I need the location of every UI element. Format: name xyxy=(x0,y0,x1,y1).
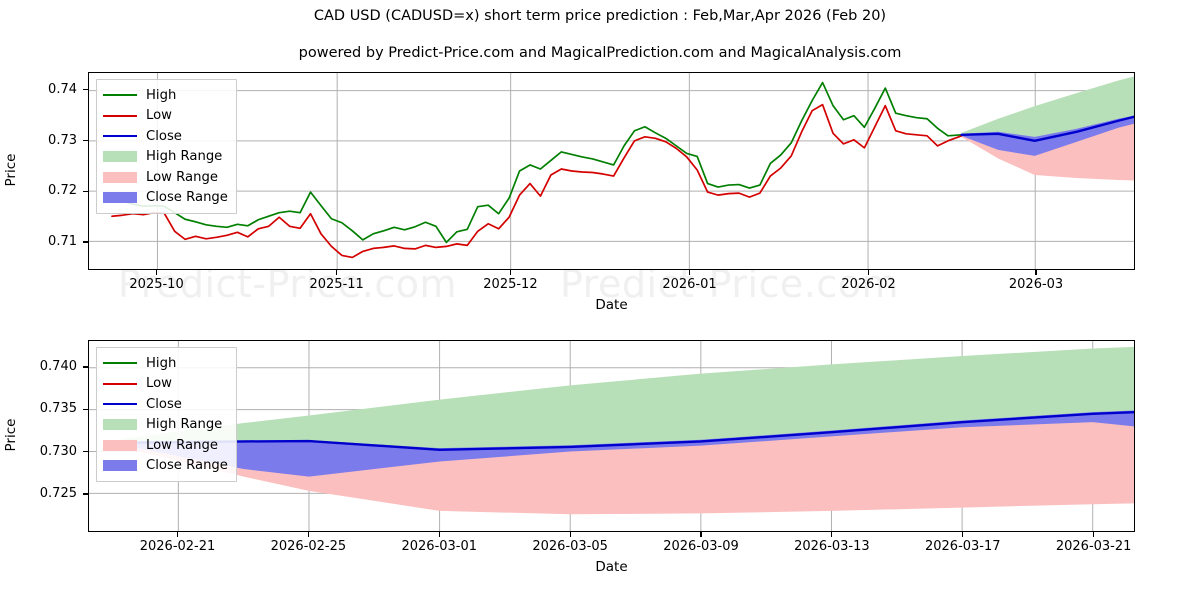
legend-item: Low xyxy=(103,374,228,395)
forecast-detail-chart-legend: High Low Close High Range Low Range Clos… xyxy=(96,347,237,482)
overview-chart-canvas xyxy=(89,73,1134,269)
legend-item: High Range xyxy=(103,147,228,168)
legend-label: Low xyxy=(146,376,172,392)
legend-label: High xyxy=(146,355,177,371)
legend-swatch-high-icon xyxy=(103,357,137,370)
y-tick-label: 0.730 xyxy=(39,443,77,459)
legend-label: High Range xyxy=(146,417,223,433)
x-tick-label: 2026-02-25 xyxy=(270,539,347,554)
x-tick-mark xyxy=(176,532,179,537)
x-tick-label: 2026-03-21 xyxy=(1055,539,1132,554)
legend-item: Close Range xyxy=(103,188,228,209)
x-tick-mark xyxy=(336,270,338,275)
y-tick-mark xyxy=(83,139,88,142)
y-tick-label: 0.735 xyxy=(39,401,77,417)
x-tick-label: 2026-03 xyxy=(1008,277,1064,292)
y-tick-label: 0.725 xyxy=(39,485,77,501)
x-tick-label: 2026-03-17 xyxy=(924,539,1001,554)
x-tick-label: 2025-11 xyxy=(309,277,364,292)
y-tick-mark xyxy=(83,493,88,495)
legend-swatch-low-icon xyxy=(103,377,137,390)
y-axis-label: Price xyxy=(3,418,19,452)
x-tick-mark xyxy=(831,532,833,537)
x-tick-mark xyxy=(307,532,309,537)
legend-item: High xyxy=(103,85,228,106)
legend-item: Low xyxy=(103,106,228,127)
x-tick-label: 2026-01 xyxy=(662,277,717,292)
y-tick-label: 0.71 xyxy=(48,234,77,250)
page-title: CAD USD (CADUSD=x) short term price pred… xyxy=(313,8,887,24)
legend-swatch-low-range-icon xyxy=(103,171,137,184)
x-tick-label: 2026-02-21 xyxy=(139,539,216,554)
legend-swatch-close-range-icon xyxy=(103,459,137,472)
legend-swatch-close-icon xyxy=(103,130,137,143)
x-tick-mark xyxy=(688,270,691,275)
x-tick-label: 2026-02 xyxy=(841,277,896,292)
legend-swatch-low-icon xyxy=(103,109,137,122)
x-tick-mark xyxy=(569,532,571,537)
x-tick-mark xyxy=(1035,270,1037,275)
legend-item: Low Range xyxy=(103,435,228,456)
y-tick-label: 0.73 xyxy=(48,132,77,148)
legend-label: High Range xyxy=(146,149,223,165)
legend-swatch-low-range-icon xyxy=(103,439,137,452)
x-tick-mark xyxy=(1093,532,1095,537)
y-tick-mark xyxy=(83,241,88,243)
x-tick-label: 2026-03-09 xyxy=(663,539,739,554)
y-tick-mark xyxy=(83,190,88,192)
legend-label: Low xyxy=(146,108,172,124)
legend-label: Close xyxy=(146,396,182,412)
x-axis-label: Date xyxy=(595,297,628,313)
x-axis-label: Date xyxy=(595,559,628,575)
x-tick-mark xyxy=(155,270,158,275)
x-tick-mark xyxy=(438,532,440,537)
legend-item: High Range xyxy=(103,415,228,436)
legend-swatch-high-range-icon xyxy=(103,150,137,163)
legend-swatch-close-range-icon xyxy=(103,191,137,204)
y-axis-label: Price xyxy=(3,153,19,187)
legend-label: Close Range xyxy=(146,190,228,206)
legend-label: Close xyxy=(146,128,182,144)
page-subtitle: powered by Predict-Price.com and Magical… xyxy=(298,45,902,61)
y-tick-mark xyxy=(83,366,88,368)
y-tick-mark xyxy=(83,451,88,453)
x-tick-mark xyxy=(867,270,870,275)
legend-swatch-close-icon xyxy=(103,398,137,411)
y-tick-label: 0.72 xyxy=(48,183,77,199)
legend-swatch-high-icon xyxy=(103,89,137,102)
x-tick-label: 2025-10 xyxy=(129,277,184,292)
legend-swatch-high-range-icon xyxy=(103,418,137,431)
y-tick-mark xyxy=(83,89,88,91)
x-tick-mark xyxy=(962,532,964,537)
legend-item: Low Range xyxy=(103,167,228,188)
x-tick-label: 2026-03-01 xyxy=(401,539,478,554)
forecast-detail-chart-canvas xyxy=(89,341,1134,531)
legend-label: Low Range xyxy=(146,169,218,185)
x-tick-mark xyxy=(700,532,702,537)
y-tick-label: 0.740 xyxy=(39,359,77,375)
legend-label: Low Range xyxy=(146,437,218,453)
y-tick-label: 0.74 xyxy=(48,81,77,97)
overview-chart-plot-area xyxy=(88,72,1135,270)
x-tick-label: 2026-03-05 xyxy=(532,539,608,554)
legend-item: Close xyxy=(103,394,228,415)
x-tick-label: 2025-12 xyxy=(483,277,538,292)
legend-label: Close Range xyxy=(146,458,228,474)
overview-chart-legend: High Low Close High Range Low Range Clos… xyxy=(96,79,237,214)
legend-label: High xyxy=(146,87,177,103)
legend-item: Close Range xyxy=(103,456,228,477)
legend-item: High xyxy=(103,353,228,374)
x-tick-mark xyxy=(509,270,512,275)
forecast-detail-chart-plot-area xyxy=(88,340,1135,532)
x-tick-label: 2026-03-13 xyxy=(794,539,870,554)
legend-item: Close xyxy=(103,126,228,147)
y-tick-mark xyxy=(83,408,88,410)
